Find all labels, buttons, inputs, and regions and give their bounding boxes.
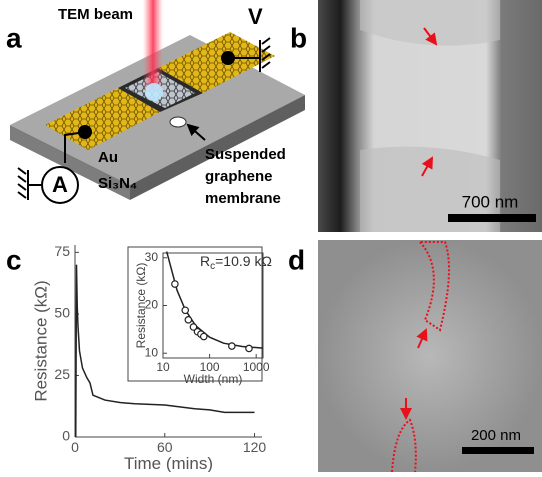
x-tick-label: 10 [156,360,170,374]
y-tick-label: 0 [62,428,70,444]
voltage-label: V [248,4,263,29]
electrode-label: Au [98,149,118,166]
x-axis-label: Time (mins) [124,454,213,472]
ground [18,168,42,200]
data-point [201,333,207,339]
panel-c: c 0 60 120 0 25 50 75 Time (mins) Resistance (kΩ… [6,243,272,472]
x-axis-label: Width (nm) [184,372,243,386]
scale-bar [448,214,536,222]
membrane-edge [170,117,186,127]
membrane-label: graphene [205,168,273,185]
scale-bar-label: 700 nm [462,192,519,211]
scale-bar-label: 200 nm [471,427,521,444]
y-tick-label: 25 [54,366,70,382]
membrane-label: Suspended [205,146,286,163]
data-point [185,317,191,323]
x-tick-label: 0 [71,439,79,455]
y-tick-label: 75 [54,243,70,259]
data-point [246,345,252,351]
ammeter-label: A [52,172,68,197]
y-axis-label: Resistance (kΩ) [134,263,148,349]
panel-a: a TEM beam V A Au Si₃N₄ Suspended graphe… [6,0,305,207]
x-tick-label: 60 [157,439,173,455]
figure: a TEM beam V A Au Si₃N₄ Suspended graphe… [0,0,542,472]
panel-b: 700 nm b [290,0,542,232]
annotation-part: R [200,253,210,269]
panel-label: d [288,244,305,275]
panel-label: a [6,22,22,53]
panel-label: b [290,22,307,53]
y-tick-label: 50 [54,305,70,321]
panel-label: c [6,244,22,275]
beam [143,0,163,90]
beam-spot [145,83,163,101]
annotation-part: =10.9 kΩ [215,253,272,269]
y-tick-label: 30 [145,250,159,264]
substrate-label: Si₃N₄ [98,175,137,192]
data-point [182,307,188,313]
x-tick-label: 1000 [243,360,270,374]
membrane-label: membrane [205,190,281,207]
x-tick-label: 120 [243,439,267,455]
scale-bar [462,447,534,454]
beam-label: TEM beam [58,6,133,23]
data-point [229,343,235,349]
panel-d: 200 nm d [288,240,542,472]
data-point [172,281,178,287]
y-axis-label: Resistance (kΩ) [31,280,50,401]
